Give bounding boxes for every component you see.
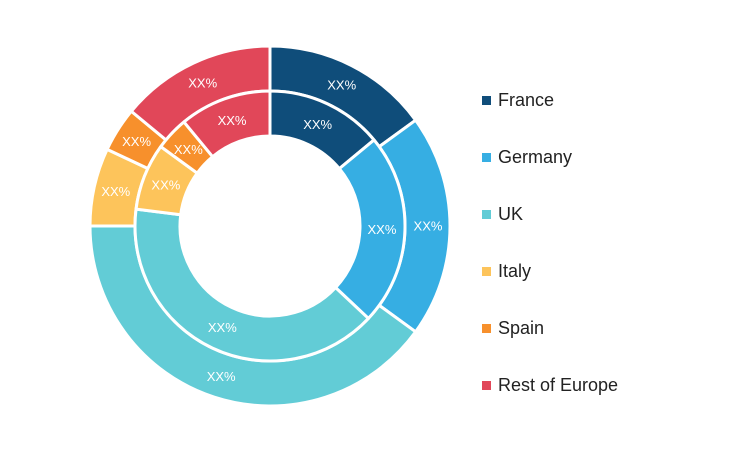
legend-swatch-italy <box>482 267 491 276</box>
legend-label-spain: Spain <box>498 318 545 338</box>
outer-label-spain: XX% <box>122 134 151 149</box>
legend: France Germany UK Italy Spain Rest of Eu… <box>482 72 618 414</box>
inner-label-spain: XX% <box>174 142 203 157</box>
legend-item-uk: UK <box>482 186 618 243</box>
outer-label-germany: XX% <box>414 219 443 234</box>
legend-label-italy: Italy <box>498 261 532 281</box>
legend-swatch-germany <box>482 153 491 162</box>
outer-label-france: XX% <box>327 78 356 93</box>
inner-label-rest-of-europe: XX% <box>218 113 247 128</box>
legend-label-france: France <box>498 90 555 110</box>
inner-slice-uk <box>133 207 370 363</box>
legend-swatch-spain <box>482 324 491 333</box>
inner-label-france: XX% <box>303 117 332 132</box>
legend-item-germany: Germany <box>482 129 618 186</box>
legend-label-rest-of-europe: Rest of Europe <box>498 375 619 395</box>
outer-label-uk: XX% <box>207 369 236 384</box>
outer-label-rest-of-europe: XX% <box>188 76 217 91</box>
legend-label-uk: UK <box>498 204 524 224</box>
inner-slice-rest-of-europe <box>182 89 272 159</box>
legend-swatch-france <box>482 96 491 105</box>
legend-item-italy: Italy <box>482 243 618 300</box>
legend-item-spain: Spain <box>482 300 618 357</box>
inner-label-germany: XX% <box>367 222 396 237</box>
legend-item-france: France <box>482 72 618 129</box>
inner-label-italy: XX% <box>151 177 180 192</box>
legend-item-rest-of-europe: Rest of Europe <box>482 357 618 414</box>
legend-swatch-rest-of-europe <box>482 381 491 390</box>
outer-label-italy: XX% <box>101 184 130 199</box>
legend-label-germany: Germany <box>498 147 573 167</box>
inner-label-uk: XX% <box>208 320 237 335</box>
legend-swatch-uk <box>482 210 491 219</box>
